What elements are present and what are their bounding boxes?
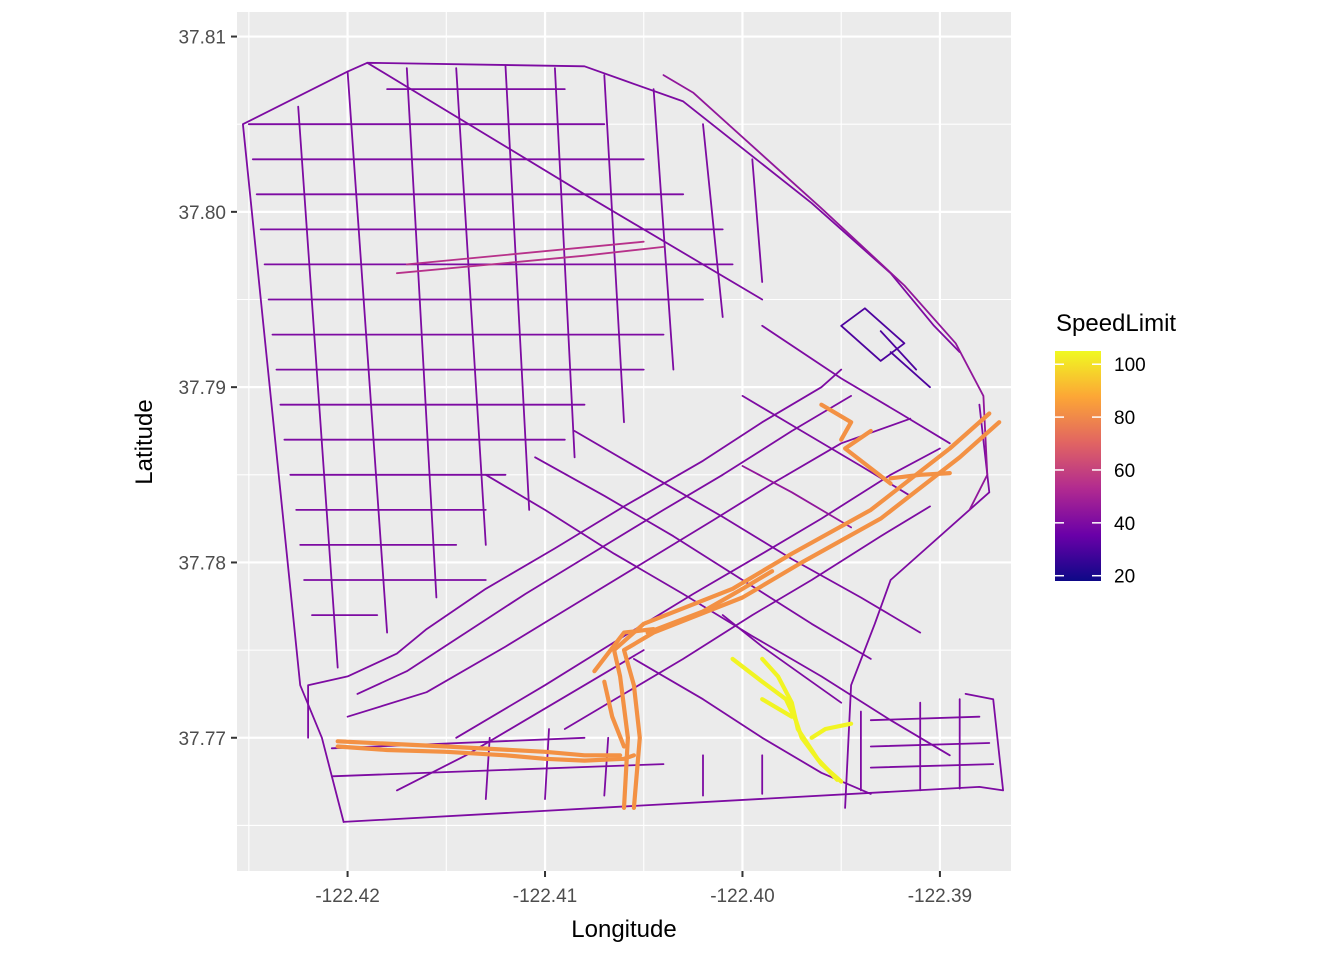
road-segment [702, 123, 724, 318]
road-segment [366, 61, 764, 301]
road-segment [760, 697, 794, 719]
plot-panel [237, 12, 1011, 871]
road-segment [554, 67, 576, 459]
road-segment [342, 693, 1004, 823]
road-segment [330, 736, 586, 750]
x-tick-label: -122.39 [908, 886, 972, 907]
y-tick-label: 37.77 [178, 729, 226, 750]
road-segment [346, 61, 961, 353]
legend-break-label: 80 [1114, 408, 1135, 429]
x-tick-label: -122.41 [513, 886, 577, 907]
legend-title: SpeedLimit [1056, 310, 1176, 337]
x-tick-label: -122.40 [710, 886, 774, 907]
road-segment [534, 456, 872, 660]
road-segment [819, 402, 854, 442]
y-axis: 37.77 37.78 37.79 37.80 37.81 [178, 28, 237, 750]
x-axis-title: Longitude [571, 916, 676, 943]
legend-break-label: 40 [1114, 514, 1135, 535]
y-tick-label: 37.81 [178, 28, 226, 49]
road-segment [335, 744, 636, 763]
road-segment [888, 471, 952, 481]
road-segment [307, 368, 843, 739]
grid-major [237, 12, 1011, 871]
y-tick-label: 37.78 [178, 553, 226, 574]
road-segment [662, 74, 989, 511]
road-segment [544, 728, 550, 800]
legend-break-label: 60 [1114, 461, 1135, 482]
road-segment [869, 742, 991, 748]
road-segment [889, 351, 931, 389]
road-segment [760, 656, 840, 782]
legend-break-label: 20 [1114, 567, 1135, 588]
road-segment [455, 447, 941, 739]
road-segment [879, 330, 918, 371]
road-segment [346, 417, 912, 718]
road-segment [869, 763, 995, 769]
road-segment [396, 246, 665, 275]
road-segment [844, 403, 991, 809]
road-segment [335, 739, 623, 758]
road-segment [602, 679, 627, 749]
road-segment [603, 74, 625, 424]
road-segment [396, 649, 645, 792]
y-tick-label: 37.80 [178, 203, 226, 224]
road-segment [843, 428, 893, 486]
road-segment [484, 473, 951, 757]
road-segment [869, 715, 981, 722]
road-segment [652, 88, 675, 371]
road-segment [612, 411, 992, 810]
road-segment [455, 67, 487, 546]
road-segment [242, 70, 349, 823]
road-segment [809, 721, 854, 740]
road-segment [573, 430, 922, 634]
road-segment [751, 158, 764, 283]
road-segment [356, 395, 852, 695]
road-network [242, 61, 1004, 823]
road-segment [592, 627, 656, 674]
legend: SpeedLimit 20 40 60 80 100 [1055, 310, 1176, 588]
y-axis-title: Latitude [131, 399, 158, 484]
road-segment [645, 569, 775, 635]
road-segment [297, 105, 339, 669]
road-segment [840, 307, 906, 362]
x-tick-label: -122.42 [315, 886, 379, 907]
road-segment [741, 465, 852, 529]
road-segment [761, 324, 951, 445]
road-segment [405, 240, 645, 266]
road-segment [603, 736, 610, 797]
road-segment [346, 70, 388, 634]
road-segment [504, 65, 531, 511]
legend-break-label: 100 [1114, 355, 1146, 376]
colorbar [1055, 351, 1101, 581]
road-segment [721, 614, 843, 704]
y-tick-label: 37.79 [178, 378, 226, 399]
road-segment [330, 763, 665, 778]
legend-breaks: 20 40 60 80 100 [1055, 355, 1146, 588]
road-segment [405, 67, 438, 599]
x-axis: -122.42 -122.41 -122.40 -122.39 [315, 871, 972, 907]
